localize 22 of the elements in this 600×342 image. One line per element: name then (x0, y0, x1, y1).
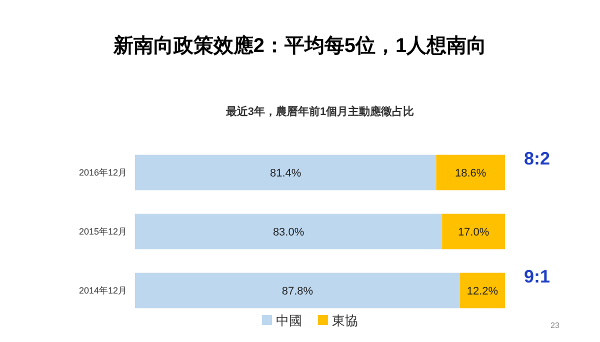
chart-title: 新南向政策效應2：平均每5位，1人想南向 (112, 34, 487, 57)
chart-subtitle: 最近3年，農曆年前1個月主動應徵占比 (224, 105, 414, 118)
bar (135, 154, 436, 190)
data-label: 18.6% (454, 168, 486, 180)
data-label: 12.2% (466, 286, 498, 298)
text: 8:2 (524, 148, 550, 168)
data-label: 83.0% (272, 226, 304, 238)
legend-label: 東協 (332, 313, 358, 328)
bar (460, 272, 505, 308)
bar (135, 214, 442, 250)
text: 9:1 (524, 266, 550, 286)
y-tick-label: 2014年12月 (78, 286, 127, 296)
text: 23 (550, 321, 560, 330)
bar (135, 272, 460, 308)
bar (436, 154, 505, 190)
data-label: 87.8% (282, 286, 314, 298)
y-tick-label: 2015年12月 (78, 226, 127, 236)
data-label: 17.0% (458, 226, 490, 238)
y-tick-label: 2016年12月 (78, 168, 127, 178)
legend-label: 中國 (276, 313, 302, 328)
bar (442, 214, 505, 250)
data-label: 81.4% (270, 168, 302, 180)
